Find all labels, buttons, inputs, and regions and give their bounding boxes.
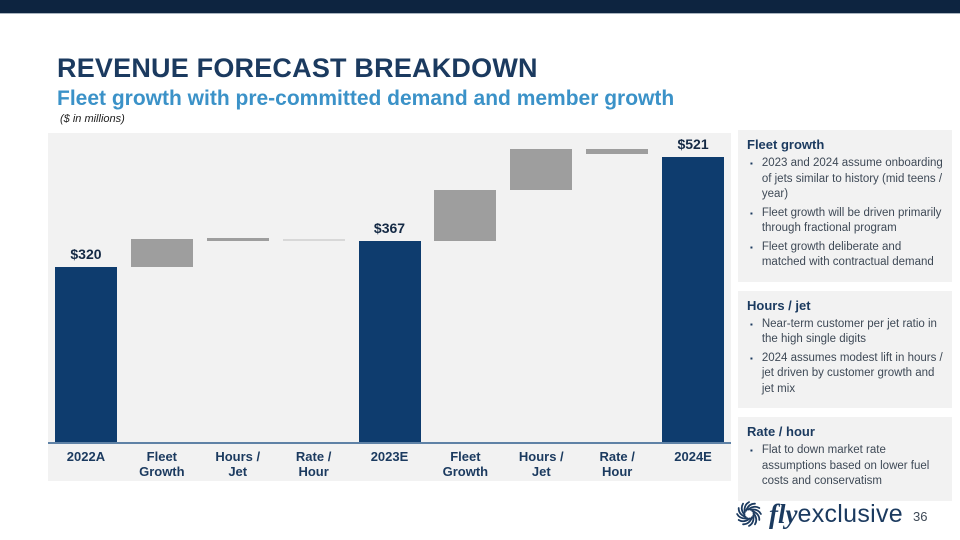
- bullet-item: ▪ 2024 assumes modest lift in hours / jet…: [747, 351, 943, 398]
- axis-label: 2023E: [370, 449, 409, 464]
- bullet-text: Near-term customer per jet ratio in the …: [761, 317, 937, 346]
- axis-label: Fleet Growth: [442, 449, 489, 479]
- brand-name-fly: fly: [769, 498, 798, 529]
- axis-label: Hours / Jet: [518, 449, 564, 479]
- bar-fleet-growth: [130, 238, 193, 267]
- square-bullet-icon: ▪: [750, 353, 753, 363]
- waterfall-chart: $320 $367 $521 2022A Fleet Growth Hours / Jet R…: [48, 133, 731, 481]
- square-bullet-icon: ▪: [750, 319, 753, 329]
- bullet-item: ▪ Flat to down market rate assumptions ba…: [747, 443, 943, 490]
- chart-baseline: [48, 442, 731, 444]
- bullet-item: ▪ Fleet growth deliberate and matched wit…: [747, 240, 943, 271]
- units-note: ($ in millions): [60, 113, 125, 125]
- bullet-text: Fleet growth deliberate and matched with…: [761, 240, 934, 269]
- page-title: REVENUE FORECAST BREAKDOWN: [57, 53, 538, 83]
- bullet-text: Fleet growth will be driven primarily th…: [761, 206, 942, 235]
- page-subtitle: Fleet growth with pre-committed demand a…: [57, 87, 675, 110]
- bullet-item: ▪ 2023 and 2024 assume onboarding of jets…: [747, 156, 943, 203]
- top-accent-bar: [0, 0, 960, 14]
- square-bullet-icon: ▪: [750, 208, 753, 218]
- square-bullet-icon: ▪: [750, 242, 753, 252]
- bullet-item: ▪ Fleet growth will be driven primarily t…: [747, 206, 943, 237]
- square-bullet-icon: ▪: [750, 159, 753, 168]
- bar-2022a: [54, 267, 117, 442]
- bar-hours-jet: [206, 238, 269, 242]
- bar-hours-jet: [510, 148, 573, 190]
- axis-label: 2022A: [66, 449, 106, 464]
- bullet-item: ▪ Near-term customer per jet ratio in the…: [747, 317, 943, 348]
- bar-2023e: [358, 241, 421, 442]
- bar-2024e: [662, 157, 725, 442]
- axis-label: 2024E: [674, 449, 712, 464]
- sidebar-section-hours-jet: Hours / jet ▪ Near-term customer per jet r…: [738, 290, 952, 408]
- brand-name-exclusive: exclusive: [797, 499, 904, 528]
- sidebar-section-fleet-growth: Fleet growth ▪ 2023 and 2024 assume onboar…: [738, 130, 952, 282]
- axis-label: Rate / Hour: [295, 449, 332, 479]
- pinwheel-swirl-icon: [736, 501, 762, 527]
- page-number: 36: [913, 508, 928, 524]
- bar-rate-hour: [282, 238, 345, 241]
- bullet-text: 2023 and 2024 assume onboarding of jets …: [761, 157, 943, 200]
- bullet-text: Flat to down market rate assumptions bas…: [761, 444, 930, 487]
- bar-rate-hour: [586, 148, 649, 154]
- axis-label: Fleet Growth: [139, 449, 185, 479]
- section-heading: Rate / hour: [747, 424, 815, 439]
- footer-brand: fly exclusive 36: [732, 494, 952, 534]
- bar-value-label: $367: [373, 220, 406, 237]
- axis-label: Hours / Jet: [215, 449, 261, 479]
- commentary-sidebar: Fleet growth ▪ 2023 and 2024 assume onboar…: [738, 130, 952, 510]
- bullet-text: 2024 assumes modest lift in hours / jet …: [761, 351, 943, 395]
- bar-fleet-growth: [434, 190, 497, 242]
- bar-value-label: $521: [677, 136, 709, 153]
- axis-label: Rate / Hour: [599, 449, 635, 479]
- sidebar-section-rate-hour: Rate / hour ▪ Flat to down market rate ass…: [738, 417, 952, 501]
- square-bullet-icon: ▪: [750, 446, 753, 455]
- section-heading: Hours / jet: [747, 297, 811, 313]
- bar-value-label: $320: [70, 246, 102, 262]
- section-heading: Fleet growth: [747, 137, 825, 152]
